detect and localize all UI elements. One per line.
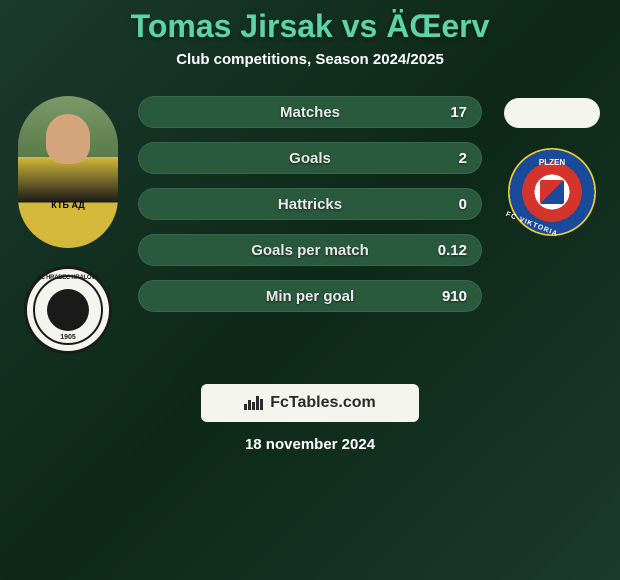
stat-right-value: 910 xyxy=(437,288,467,305)
hradec-ring-text: FC HRADEC KRALOVE xyxy=(27,275,109,281)
subtitle: Club competitions, Season 2024/2025 xyxy=(0,51,620,68)
stats-column: Matches 17 Goals 2 Hattricks 0 Goals per… xyxy=(128,96,492,312)
chart-icon xyxy=(244,396,263,410)
stat-right-value: 0 xyxy=(437,196,467,213)
branding-text: FcTables.com xyxy=(270,394,376,412)
content-row: FC HRADEC KRALOVE Matches 17 Goals 2 Hat… xyxy=(0,96,620,354)
stat-bar-goals: Goals 2 xyxy=(138,142,482,174)
stat-bar-mpg: Min per goal 910 xyxy=(138,280,482,312)
branding-badge: FcTables.com xyxy=(201,384,419,422)
player1-club-logo: FC HRADEC KRALOVE xyxy=(24,266,112,354)
stat-bar-hattricks: Hattricks 0 xyxy=(138,188,482,220)
stat-right-value: 17 xyxy=(437,104,467,121)
stat-right-value: 2 xyxy=(437,150,467,167)
stat-label: Min per goal xyxy=(266,288,354,305)
hradec-inner-icon xyxy=(47,289,89,331)
stat-label: Goals xyxy=(289,150,331,167)
player2-club-logo: FC VIKTORIA xyxy=(508,148,596,236)
plzen-ring-text: FC VIKTORIA xyxy=(505,211,559,238)
left-column: FC HRADEC KRALOVE xyxy=(8,96,128,354)
stat-bar-matches: Matches 17 xyxy=(138,96,482,128)
page-title: Tomas Jirsak vs ÄŒerv xyxy=(0,8,620,45)
infographic-container: Tomas Jirsak vs ÄŒerv Club competitions,… xyxy=(0,0,620,580)
stat-bar-gpm: Goals per match 0.12 xyxy=(138,234,482,266)
stat-label: Goals per match xyxy=(251,242,369,259)
right-column: FC VIKTORIA xyxy=(492,96,612,236)
player2-photo-blank xyxy=(504,98,600,128)
stat-label: Matches xyxy=(280,104,340,121)
player1-photo xyxy=(18,96,118,248)
stat-label: Hattricks xyxy=(278,196,342,213)
date-text: 18 november 2024 xyxy=(0,436,620,453)
stat-right-value: 0.12 xyxy=(437,242,467,259)
